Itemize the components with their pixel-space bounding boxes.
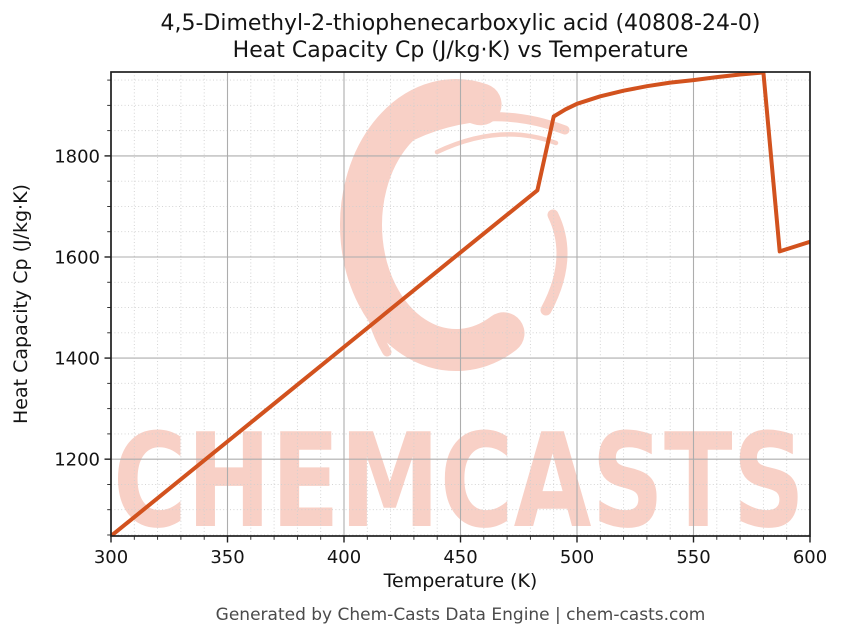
y-tick-label: 1200 <box>54 450 100 471</box>
x-tick-label: 400 <box>327 547 361 568</box>
y-tick-label: 1800 <box>54 146 100 167</box>
axis-ticks <box>104 79 811 543</box>
y-axis-label: Heat Capacity Cp (J/kg·K) <box>10 184 32 424</box>
x-tick-label: 600 <box>793 547 827 568</box>
x-tick-label: 350 <box>210 547 244 568</box>
watermark-swoosh <box>393 112 570 148</box>
watermark-layer: CHEMCASTS <box>113 79 805 557</box>
footer-credit: Generated by Chem-Casts Data Engine | ch… <box>215 605 706 625</box>
x-tick-label: 550 <box>676 547 710 568</box>
watermark-ring <box>340 79 525 372</box>
watermark-text: CHEMCASTS <box>113 405 805 557</box>
x-tick-label: 450 <box>443 547 477 568</box>
watermark-flame <box>363 225 392 357</box>
chart-title-line2: Heat Capacity Cp (J/kg·K) vs Temperature <box>232 38 689 63</box>
y-tick-label: 1600 <box>54 247 100 268</box>
x-tick-label: 500 <box>560 547 594 568</box>
x-tick-label: 300 <box>94 547 128 568</box>
x-axis-label: Temperature (K) <box>383 570 538 592</box>
data-curve-layer <box>111 72 810 536</box>
tick-labels: 300 350 400 450 500 550 600 1200 1400 1600 1800 <box>54 146 827 568</box>
watermark-swoosh-thin <box>434 132 559 155</box>
watermark-crescent <box>540 209 568 316</box>
y-tick-label: 1400 <box>54 349 100 370</box>
cp-curve <box>111 72 810 536</box>
chart-title-line1: 4,5-Dimethyl-2-thiophenecarboxylic acid … <box>160 11 761 36</box>
